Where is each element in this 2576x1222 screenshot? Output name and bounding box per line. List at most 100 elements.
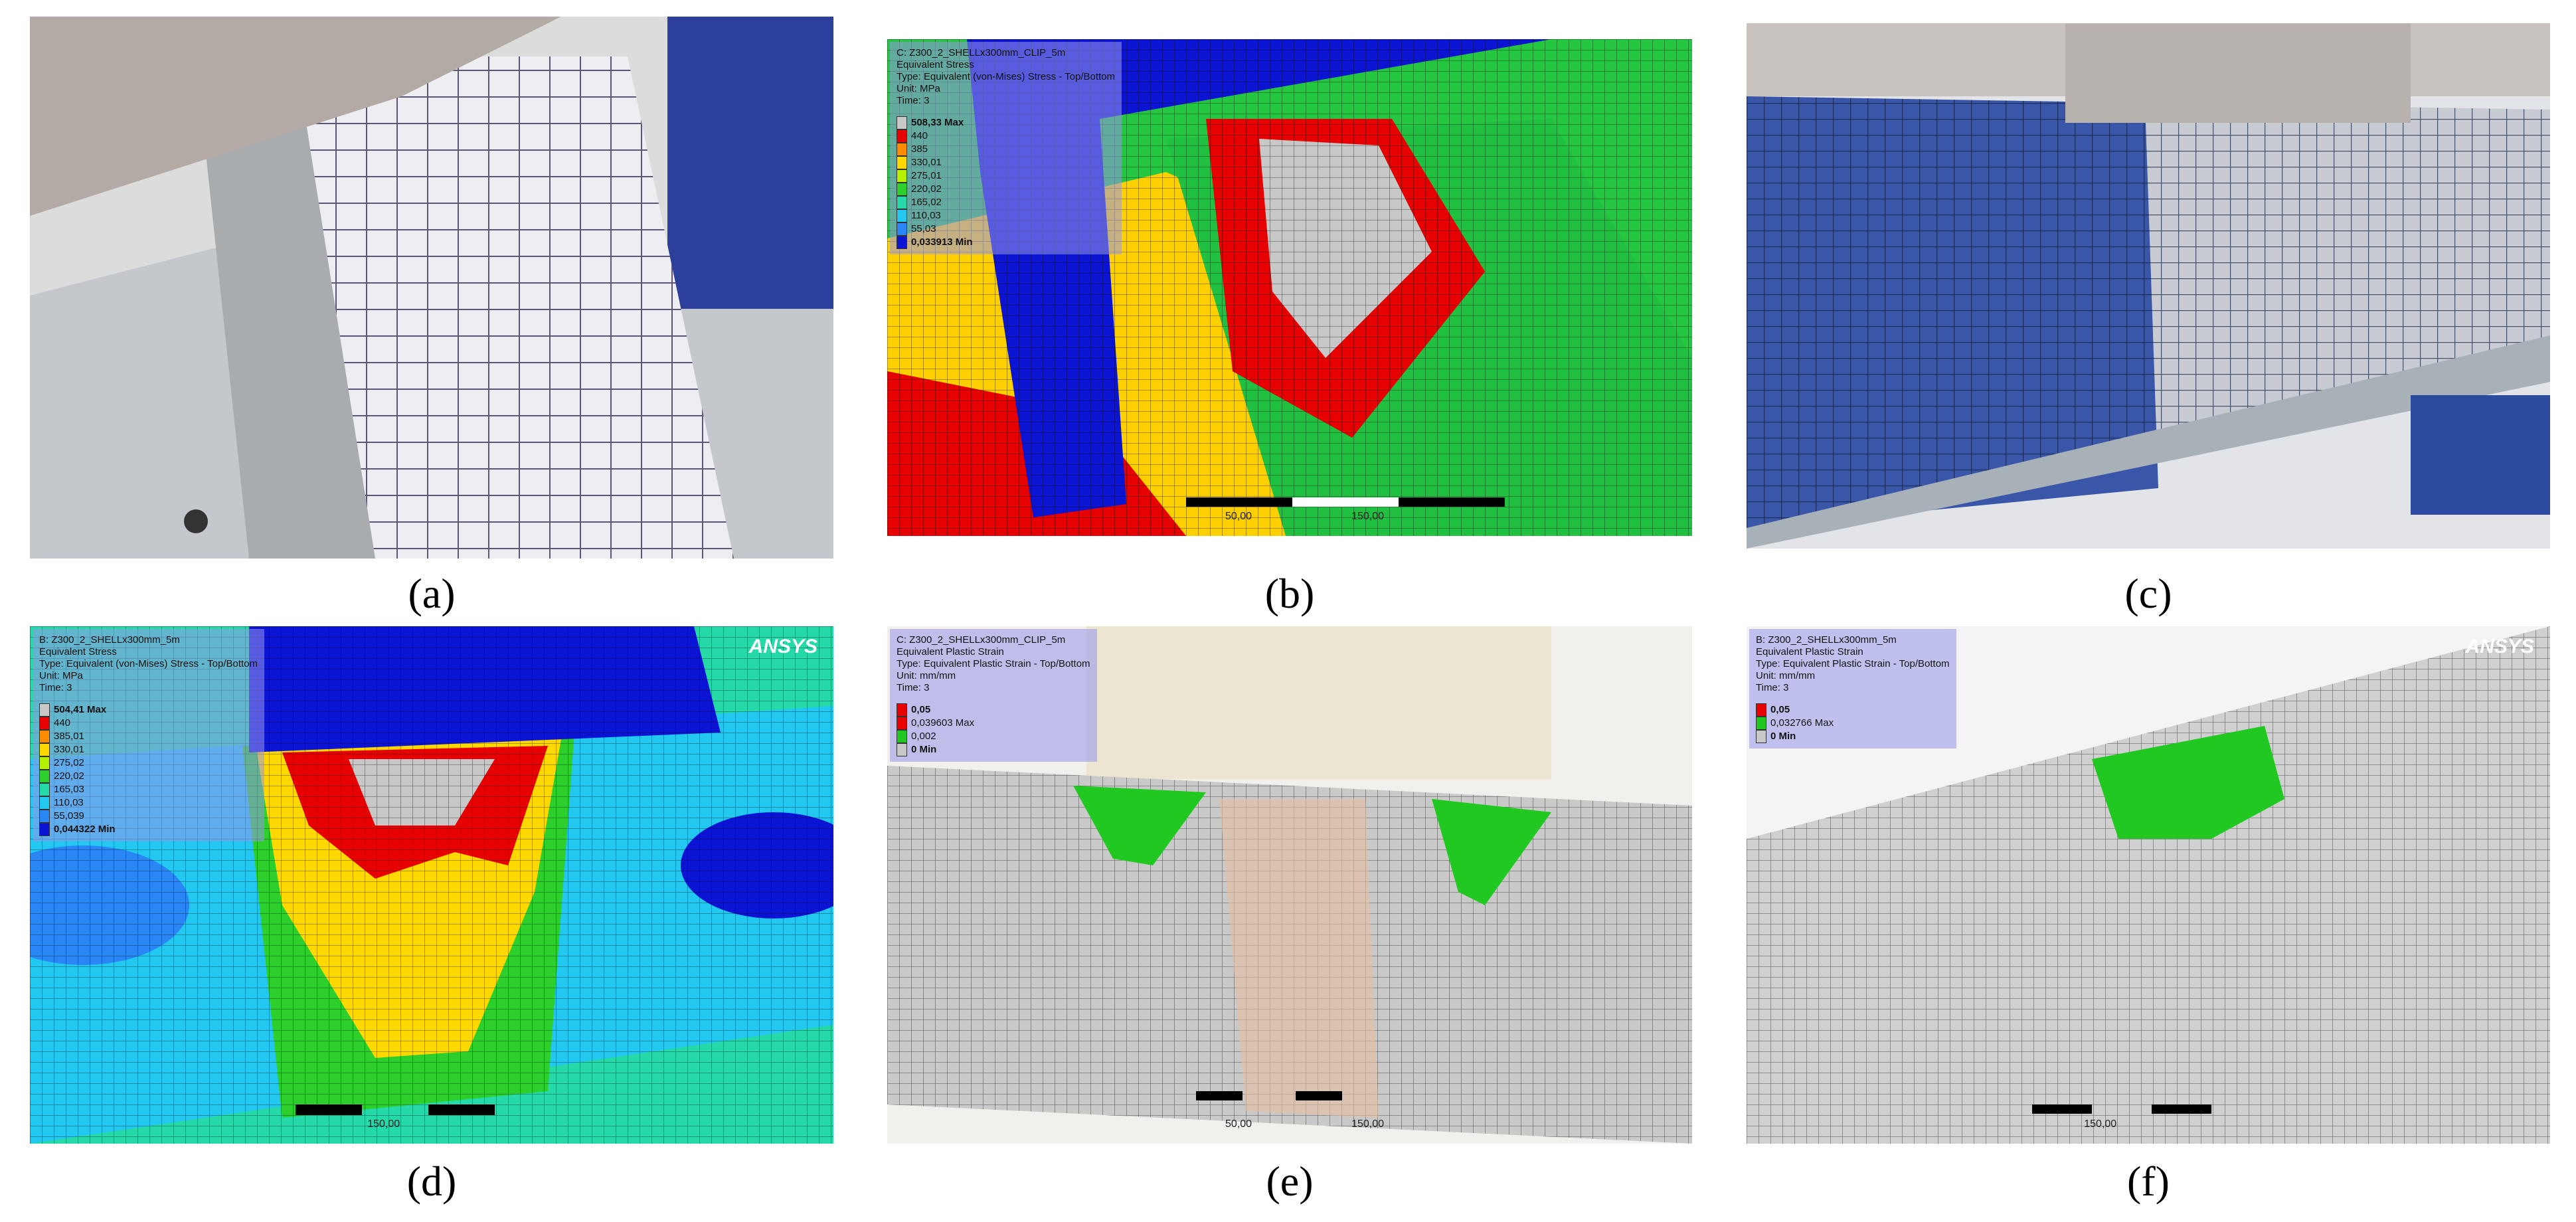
legend-header: B: Z300_2_SHELLx300mm_5m: [1756, 634, 1897, 646]
legend-text: 330,01: [54, 744, 84, 755]
legend-text: 385,01: [54, 731, 84, 742]
scale-label: 50,00: [1225, 511, 1252, 522]
panel-label: (e): [1266, 1158, 1314, 1205]
legend-header: Time: 3: [897, 95, 930, 106]
logo: ANSYS: [748, 636, 817, 657]
legend-text: 165,02: [911, 197, 942, 208]
legend-swatch: [897, 236, 907, 249]
legend-entry: 220,02: [897, 183, 1115, 196]
legend-entry: 165,02: [897, 196, 1115, 209]
legend-swatch: [1756, 717, 1766, 730]
legend-entry: 55,039: [39, 810, 258, 823]
legend-entry: 55,03: [897, 222, 1115, 236]
legend-header: Type: Equivalent Plastic Strain - Top/Bo…: [897, 658, 1090, 669]
legend-entry: 275,01: [897, 169, 1115, 183]
panel-label: (b): [1264, 570, 1315, 617]
scale-bar: 50,00 150,00: [1225, 511, 1384, 523]
legend-swatch: [39, 756, 50, 770]
scale-bar: 50,00 150,00: [1225, 1118, 1384, 1130]
legend-swatch: [897, 156, 907, 169]
legend-swatch: [39, 743, 50, 756]
legend-entry: 220,02: [39, 770, 258, 783]
legend-swatch: [897, 222, 907, 236]
legend-text: 165,03: [54, 784, 84, 795]
legend-swatch: [39, 823, 50, 836]
legend-swatch: [1756, 730, 1766, 743]
legend: C: Z300_2_SHELLx300mm_CLIP_5m Equivalent …: [890, 42, 1122, 254]
legend-text: 330,01: [911, 157, 942, 168]
legend: B: Z300_2_SHELLx300mm_5m Equivalent Plast…: [1749, 629, 1956, 748]
legend-text: 0,05: [911, 704, 931, 715]
legend-text: 55,03: [911, 223, 936, 234]
legend-entry: 110,03: [39, 796, 258, 810]
legend-entry: 0,039603 Max: [897, 717, 1090, 730]
legend-entry: 330,01: [39, 743, 258, 756]
legend-text: 0 Min: [911, 744, 937, 755]
legend-text: 220,02: [911, 183, 942, 195]
legend-entry: 330,01: [897, 156, 1115, 169]
legend-header: Equivalent Plastic Strain: [897, 646, 1004, 657]
fea-d: B: Z300_2_SHELLx300mm_5m Equivalent Stres…: [30, 626, 833, 1144]
legend-text: 220,02: [54, 770, 84, 782]
scale-bar: 150,00: [2084, 1118, 2116, 1130]
legend-header: Equivalent Plastic Strain: [1756, 646, 1863, 657]
legend-header: Unit: mm/mm: [897, 670, 956, 681]
legend-text: 275,01: [911, 170, 942, 181]
legend-header: Unit: mm/mm: [1756, 670, 1816, 681]
photo-c: [1747, 23, 2550, 549]
legend-header: Equivalent Stress: [39, 646, 117, 657]
scale-bar: 150,00: [367, 1118, 400, 1130]
legend-text: 385: [911, 143, 928, 155]
legend-swatch: [897, 730, 907, 743]
fea-f: B: Z300_2_SHELLx300mm_5m Equivalent Plast…: [1747, 626, 2550, 1144]
legend-swatch: [897, 183, 907, 196]
legend-entries: 504,41 Max 440 385,01 330,01 275,02 220,02 165…: [39, 703, 258, 836]
legend-entry: 0,002: [897, 730, 1090, 743]
legend-swatch: [39, 730, 50, 743]
legend-swatch: [39, 717, 50, 730]
legend-entry: 0 Min: [897, 743, 1090, 756]
legend-entry: 110,03: [897, 209, 1115, 222]
photo-a-image: [30, 17, 833, 559]
legend-swatch: [897, 130, 907, 143]
fea-e: C: Z300_2_SHELLx300mm_CLIP_5m Equivalent …: [887, 626, 1692, 1144]
fea-b: C: Z300_2_SHELLx300mm_CLIP_5m Equivalent …: [887, 39, 1692, 536]
legend-swatch: [897, 143, 907, 156]
legend-swatch: [39, 810, 50, 823]
legend-entry: 440: [39, 717, 258, 730]
legend-entry: 0,044322 Min: [39, 823, 258, 836]
legend-text: 0,033913 Min: [911, 236, 973, 248]
scale-label: 150,00: [367, 1118, 400, 1130]
legend-header: C: Z300_2_SHELLx300mm_CLIP_5m: [897, 47, 1066, 58]
legend-header: Time: 3: [897, 682, 930, 693]
legend-text: 0,039603 Max: [911, 717, 975, 729]
scale-label: 150,00: [2084, 1118, 2117, 1130]
legend-swatch: [1756, 703, 1766, 717]
legend-text: 0,002: [911, 731, 936, 742]
legend-header: Equivalent Stress: [897, 59, 974, 70]
legend-header: C: Z300_2_SHELLx300mm_CLIP_5m: [897, 634, 1066, 646]
fea-b-image: [887, 39, 1692, 536]
legend-entry: 508,33 Max: [897, 116, 1115, 130]
legend-entry: 0,032766 Max: [1756, 717, 1950, 730]
legend: B: Z300_2_SHELLx300mm_5m Equivalent Stres…: [33, 629, 265, 841]
legend-entry: 504,41 Max: [39, 703, 258, 717]
photo-a: [30, 17, 833, 559]
fea-e-image: [887, 626, 1692, 1144]
legend-text: 0 Min: [1770, 731, 1796, 742]
legend-entry: 440: [897, 130, 1115, 143]
scale-label: 150,00: [1351, 511, 1385, 522]
legend-entry: 0,033913 Min: [897, 236, 1115, 249]
legend-header: Unit: MPa: [39, 670, 83, 681]
legend-text: 0,044322 Min: [54, 824, 116, 835]
legend-text: 440: [911, 130, 928, 141]
scale-label: 50,00: [1225, 1118, 1252, 1130]
legend-entry: 165,03: [39, 783, 258, 796]
legend-entry: 385: [897, 143, 1115, 156]
legend-entry: 385,01: [39, 730, 258, 743]
legend-header: Time: 3: [39, 682, 72, 693]
legend-entries: 0,05 0,039603 Max 0,002 0 Min: [897, 703, 1090, 756]
panel-label: (d): [406, 1158, 457, 1205]
legend-text: 110,03: [54, 797, 84, 808]
